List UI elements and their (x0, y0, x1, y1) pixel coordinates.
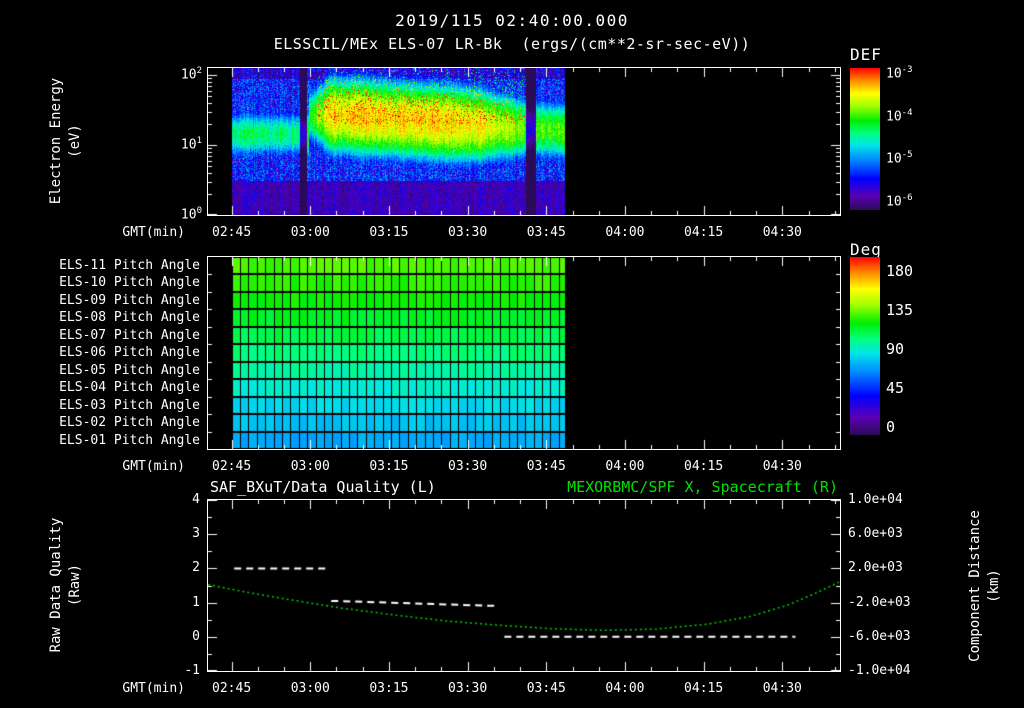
gmt-axis-label-top: GMT(min) (122, 225, 185, 240)
distance-tick-label: -6.0e+03 (848, 628, 911, 644)
x-tick-label-bottom: 03:30 (448, 681, 488, 696)
x-tick-label-bottom: 03:00 (290, 681, 330, 696)
energy-tick-label: 102 (158, 66, 202, 82)
pitch-row-label: ELS-07 Pitch Angle (59, 327, 200, 343)
pitch-row-label: ELS-06 Pitch Angle (59, 345, 200, 361)
gmt-axis-label-middle: GMT(min) (122, 459, 185, 474)
gmt-axis-label-bottom: GMT(min) (122, 681, 185, 696)
energy-tick-label: 101 (158, 136, 202, 152)
deg-tick-label: 45 (886, 379, 905, 397)
deg-colorbar (850, 257, 880, 435)
def-colorbar-title: DEF (850, 45, 882, 64)
spacecraft-series-title: MEXORBMC/SPF X, Spacecraft (R) (567, 478, 838, 496)
x-tick-label-top: 03:15 (369, 225, 409, 240)
x-tick-label-top: 03:45 (526, 225, 566, 240)
power-base: 10 (886, 109, 902, 125)
raw-data-quality-axis-label: Raw Data Quality (Raw) (48, 517, 83, 653)
power-base: 10 (180, 207, 197, 223)
power-exponent: 2 (196, 66, 202, 76)
x-tick-label-middle: 04:15 (684, 459, 724, 474)
x-tick-label-middle: 03:00 (290, 459, 330, 474)
def-tick-label: 10-4 (886, 108, 913, 124)
power-base: 10 (886, 194, 902, 210)
power-exponent: -5 (901, 150, 913, 161)
pitch-row-label: ELS-04 Pitch Angle (59, 380, 200, 396)
distance-tick-label: 1.0e+04 (848, 492, 903, 507)
x-tick-label-middle: 03:45 (526, 459, 566, 474)
page-subtitle: ELSSCIL/MEx ELS-07 LR-Bk (ergs/(cm**2-sr… (273, 35, 751, 53)
component-distance-axis-label: Component Distance (km) (967, 510, 1002, 662)
pitch-row-label: ELS-08 Pitch Angle (59, 310, 200, 326)
power-exponent: 1 (196, 136, 202, 146)
pitch-row-label: ELS-11 Pitch Angle (59, 258, 200, 273)
x-tick-label-bottom: 04:15 (684, 681, 724, 696)
quality-tick-label: 2 (192, 560, 200, 576)
x-tick-label-middle: 03:30 (448, 459, 488, 474)
quality-distance-plot (207, 499, 841, 672)
electron-energy-spectrogram (207, 67, 841, 216)
def-tick-label: 10-5 (886, 150, 913, 166)
deg-colorbar-title: Deg (850, 240, 882, 259)
deg-tick-label: 180 (886, 262, 914, 280)
x-tick-label-middle: 03:15 (369, 459, 409, 474)
distance-tick-label: 2.0e+03 (848, 560, 903, 576)
deg-tick-label: 0 (886, 418, 896, 436)
def-colorbar (850, 68, 880, 210)
def-tick-label: 10-6 (886, 193, 913, 209)
power-exponent: -6 (901, 193, 913, 204)
deg-tick-label: 90 (886, 340, 905, 358)
pitch-angle-heatmap (207, 256, 841, 450)
quality-tick-label: 4 (192, 492, 200, 507)
power-base: 10 (180, 67, 197, 83)
pitch-row-label: ELS-10 Pitch Angle (59, 275, 200, 291)
line-plot-canvas (208, 500, 840, 671)
quality-tick-label: 1 (192, 594, 200, 610)
quality-tick-label: -1 (184, 663, 200, 678)
pitch-row-label: ELS-05 Pitch Angle (59, 362, 200, 378)
x-tick-label-bottom: 02:45 (212, 681, 252, 696)
x-tick-label-top: 04:30 (762, 225, 802, 240)
distance-tick-label: 6.0e+03 (848, 526, 903, 542)
power-base: 10 (886, 66, 902, 82)
spectrogram-canvas (208, 68, 840, 215)
def-tick-label: 10-3 (886, 65, 913, 81)
x-tick-label-middle: 04:30 (762, 459, 802, 474)
x-tick-label-bottom: 04:30 (762, 681, 802, 696)
quality-tick-label: 3 (192, 526, 200, 542)
power-exponent: -4 (901, 107, 913, 118)
x-tick-label-middle: 02:45 (212, 459, 252, 474)
x-tick-label-bottom: 03:45 (526, 681, 566, 696)
pitch-angle-canvas (208, 257, 840, 449)
x-tick-label-top: 04:15 (684, 225, 724, 240)
pitch-row-label: ELS-02 Pitch Angle (59, 415, 200, 431)
x-tick-label-top: 04:00 (605, 225, 645, 240)
x-tick-label-bottom: 03:15 (369, 681, 409, 696)
distance-tick-label: -1.0e+04 (848, 663, 911, 678)
quality-series-title: SAF_BXuT/Data Quality (L) (210, 478, 436, 496)
x-tick-label-top: 03:00 (290, 225, 330, 240)
page-title: 2019/115 02:40:00.000 (395, 11, 629, 30)
electron-energy-axis-label: Electron Energy (eV) (48, 77, 83, 205)
x-tick-label-top: 03:30 (448, 225, 488, 240)
power-base: 10 (180, 137, 197, 153)
energy-tick-label: 100 (158, 206, 202, 222)
power-exponent: 0 (196, 206, 202, 216)
pitch-row-label: ELS-01 Pitch Angle (59, 432, 200, 448)
pitch-row-label: ELS-09 Pitch Angle (59, 292, 200, 308)
power-base: 10 (886, 151, 902, 167)
quality-tick-label: 0 (192, 628, 200, 644)
distance-tick-label: -2.0e+03 (848, 594, 911, 610)
power-exponent: -3 (901, 65, 913, 75)
x-tick-label-top: 02:45 (212, 225, 252, 240)
deg-tick-label: 135 (886, 301, 914, 319)
x-tick-label-middle: 04:00 (605, 459, 645, 474)
pitch-row-label: ELS-03 Pitch Angle (59, 397, 200, 413)
x-tick-label-bottom: 04:00 (605, 681, 645, 696)
